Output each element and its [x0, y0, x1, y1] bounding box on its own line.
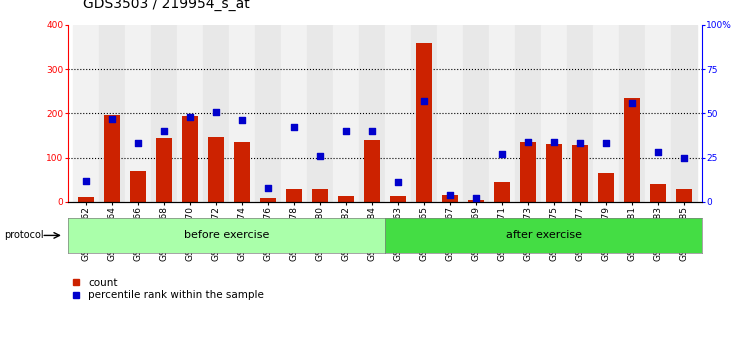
Point: [236, 118, 248, 123]
Point: [132, 141, 144, 146]
Bar: [307, 25, 333, 202]
Bar: [619, 25, 645, 202]
Point: [80, 178, 92, 183]
Point: [574, 141, 586, 146]
Bar: [333, 25, 359, 202]
Point: [678, 155, 690, 160]
Bar: [203, 25, 229, 202]
Bar: [130, 171, 146, 202]
Bar: [411, 25, 437, 202]
Point: [210, 109, 222, 114]
Bar: [416, 44, 432, 202]
Text: before exercise: before exercise: [183, 230, 269, 240]
Point: [600, 141, 612, 146]
Point: [106, 116, 118, 121]
Legend: count, percentile rank within the sample: count, percentile rank within the sample: [73, 278, 264, 301]
Point: [158, 128, 170, 134]
Point: [522, 139, 534, 144]
Bar: [650, 184, 666, 202]
Bar: [104, 115, 119, 202]
Bar: [676, 189, 692, 202]
Bar: [255, 25, 281, 202]
Text: GDS3503 / 219954_s_at: GDS3503 / 219954_s_at: [83, 0, 249, 11]
Point: [496, 151, 508, 157]
Bar: [260, 198, 276, 202]
Bar: [489, 25, 515, 202]
Bar: [125, 25, 151, 202]
Point: [340, 128, 352, 134]
Point: [366, 128, 378, 134]
Bar: [229, 25, 255, 202]
Text: protocol: protocol: [4, 230, 44, 240]
Bar: [463, 25, 489, 202]
Bar: [468, 200, 484, 202]
Point: [314, 153, 326, 159]
Bar: [645, 25, 671, 202]
Bar: [494, 182, 510, 202]
Point: [262, 185, 274, 190]
Bar: [359, 25, 385, 202]
Bar: [390, 196, 406, 202]
Bar: [598, 173, 614, 202]
Bar: [182, 116, 198, 202]
Point: [184, 114, 196, 120]
Bar: [515, 25, 541, 202]
Bar: [286, 188, 302, 202]
Point: [392, 179, 404, 185]
Bar: [572, 145, 588, 202]
Point: [444, 192, 456, 198]
Bar: [281, 25, 307, 202]
Bar: [78, 198, 94, 202]
Bar: [442, 195, 457, 202]
Bar: [208, 137, 224, 202]
Point: [548, 139, 560, 144]
Point: [626, 100, 638, 105]
Bar: [520, 142, 535, 202]
Point: [652, 149, 664, 155]
Point: [418, 98, 430, 104]
Bar: [338, 196, 354, 202]
Bar: [624, 98, 640, 202]
Bar: [541, 25, 567, 202]
Bar: [593, 25, 619, 202]
Bar: [99, 25, 125, 202]
Bar: [671, 25, 697, 202]
Bar: [151, 25, 176, 202]
Bar: [73, 25, 99, 202]
Bar: [385, 25, 411, 202]
Bar: [176, 25, 203, 202]
Point: [470, 195, 482, 201]
Bar: [567, 25, 593, 202]
Bar: [234, 142, 249, 202]
Bar: [364, 140, 380, 202]
Point: [288, 125, 300, 130]
Text: after exercise: after exercise: [505, 230, 581, 240]
Bar: [546, 144, 562, 202]
Bar: [312, 188, 327, 202]
Bar: [437, 25, 463, 202]
Bar: [156, 138, 172, 202]
